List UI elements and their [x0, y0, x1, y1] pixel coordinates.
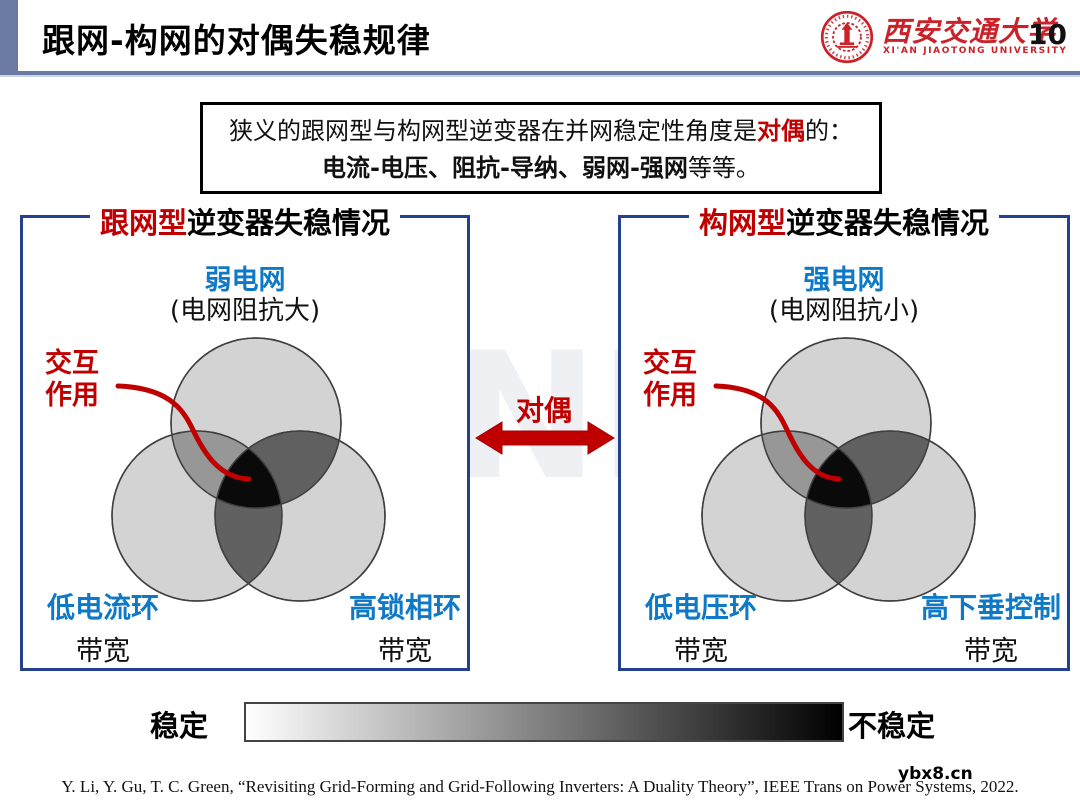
page-number: 10 [1028, 18, 1067, 51]
duality-label: 对偶 [515, 394, 572, 427]
interaction-label-left-line2: 作用 [45, 380, 99, 412]
strong-grid-sublabel: (电网阻抗小) [768, 296, 920, 326]
summary-line-2: 电流-电压、阻抗-导纳、弱网-强网等等。 [203, 148, 879, 183]
high-droop-label: 高下垂控制 [920, 591, 1061, 624]
high-pll-sublabel: 带宽 [377, 636, 432, 667]
legend-stable-label: 稳定 [150, 709, 209, 743]
panel-grid-forming-title: 构网型逆变器失稳情况 [688, 200, 1000, 242]
summary-line1-highlight: 对偶 [757, 117, 805, 145]
weak-grid-label: 弱电网 [204, 265, 286, 296]
logo-en-name: XI'AN JIAOTONG UNIVERSITY [883, 46, 1068, 56]
header-rule-shadow [0, 75, 1080, 77]
panel-grid-following: 跟网型逆变器失稳情况 弱电网 (电网阻抗大) 交互 作用 [20, 200, 470, 671]
interaction-pointer-icon [115, 383, 252, 482]
panel-grid-following-title-highlight: 跟网型 [99, 206, 187, 240]
corner-label-low-voltage-loop: 低电压环 带宽 [645, 586, 757, 668]
citation: Y. Li, Y. Gu, T. C. Green, “Revisiting G… [61, 777, 1019, 796]
low-current-loop-sublabel: 带宽 [76, 636, 130, 667]
duality-arrow-icon [475, 421, 615, 455]
logo-cn-name: 西安交通大学 [882, 15, 1057, 48]
high-pll-label: 高锁相环 [348, 591, 461, 624]
stability-gradient-bar [244, 702, 844, 742]
strong-grid-label: 强电网 [803, 265, 885, 296]
low-current-loop-label: 低电流环 [47, 591, 160, 624]
summary-line1-post: 的： [805, 117, 853, 145]
interaction-label-left-line1: 交互 [45, 348, 99, 379]
summary-box: 狭义的跟网型与构网型逆变器在并网稳定性角度是对偶的： 电流-电压、阻抗-导纳、弱… [200, 102, 882, 194]
header-rule [0, 71, 1080, 75]
venn-diagram-right [701, 337, 976, 602]
corner-label-high-droop: 高下垂控制 带宽 [921, 586, 1061, 668]
corner-label-low-current-loop: 低电流环 带宽 [47, 586, 159, 668]
summary-line-1: 狭义的跟网型与构网型逆变器在并网稳定性角度是对偶的： [203, 111, 879, 146]
venn-diagram-left [111, 337, 386, 602]
low-voltage-loop-sublabel: 带宽 [674, 636, 728, 667]
panel-grid-following-title: 跟网型逆变器失稳情况 [89, 200, 401, 242]
summary-line1-pre: 狭义的跟网型与构网型逆变器在并网稳定性角度是 [229, 117, 757, 145]
low-voltage-loop-label: 低电压环 [645, 591, 758, 624]
corner-label-high-pll: 高锁相环 带宽 [349, 586, 461, 668]
interaction-label-right: 交互 作用 [643, 348, 697, 413]
interaction-pointer-icon [713, 383, 842, 482]
legend-unstable-label: 不稳定 [848, 709, 936, 743]
panel-grid-forming-title-rest: 逆变器失稳情况 [786, 206, 990, 240]
interaction-label-right-line1: 交互 [643, 348, 697, 379]
weak-grid-sublabel: (电网阻抗大) [169, 296, 321, 326]
interaction-label-right-line2: 作用 [643, 380, 697, 412]
site-watermark: ybx8.cn [898, 764, 973, 784]
interaction-label-left: 交互 作用 [45, 348, 99, 413]
panel-grid-forming-title-highlight: 构网型 [698, 206, 786, 240]
xjtu-seal-icon [820, 10, 874, 64]
page-title: 跟网-构网的对偶失稳规律 [42, 21, 431, 60]
panel-grid-following-title-rest: 逆变器失稳情况 [187, 206, 391, 240]
university-logo: 西安交通大学 XI'AN JIAOTONG UNIVERSITY [820, 8, 1070, 66]
high-droop-sublabel: 带宽 [963, 636, 1018, 667]
summary-line2-tail: 等等。 [687, 154, 760, 182]
header-accent-bar [0, 0, 18, 74]
panel-grid-forming: 构网型逆变器失稳情况 强电网 (电网阻抗小) 交互 作用 [618, 200, 1070, 671]
summary-line2-terms: 电流-电压、阻抗-导纳、弱网-强网 [322, 154, 688, 182]
